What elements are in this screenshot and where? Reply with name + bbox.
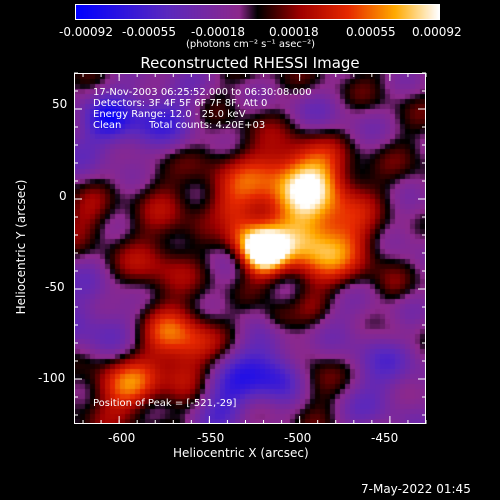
annotation-counts: Total counts: 4.20E+03 — [149, 120, 266, 131]
annotation-detectors: Detectors: 3F 4F 5F 6F 7F 8F, Att 0 — [93, 98, 268, 109]
annotation-peak: Position of Peak = [-521,-29] — [93, 398, 237, 409]
y-tick-label: -100 — [38, 371, 66, 385]
colorbar-tick-label: 0.00055 — [346, 25, 396, 39]
colorbar-unit-label: (photons cm⁻² s⁻¹ asec⁻²) — [186, 39, 316, 50]
y-axis-label: Heliocentric Y (arcsec) — [14, 179, 28, 315]
heatmap-image — [75, 74, 425, 423]
timestamp: 7-May-2022 01:45 — [361, 482, 471, 496]
colorbar-tick-label: -0.00092 — [59, 25, 113, 39]
x-axis-label: Heliocentric X (arcsec) — [173, 446, 309, 460]
y-tick-label: -50 — [45, 280, 65, 294]
x-tick-label: -450 — [371, 431, 399, 445]
colorbar-tick-label: -0.00018 — [191, 25, 245, 39]
colorbar — [75, 4, 440, 20]
annotation-energy: Energy Range: 12.0 - 25.0 keV — [93, 109, 246, 120]
x-tick-label: -600 — [108, 431, 136, 445]
annotation-time: 17-Nov-2003 06:25:52.000 to 06:30:08.000 — [93, 87, 312, 98]
x-tick-label: -550 — [197, 431, 225, 445]
heatmap-plot: 17-Nov-2003 06:25:52.000 to 06:30:08.000… — [74, 73, 426, 424]
y-tick-label: 0 — [59, 189, 67, 203]
colorbar-tick-label: 0.00092 — [412, 25, 462, 39]
x-tick-label: -500 — [284, 431, 312, 445]
annotation-method: Clean — [93, 120, 122, 131]
colorbar-tick-label: 0.00018 — [269, 25, 319, 39]
chart-title: Reconstructed RHESSI Image — [140, 54, 360, 72]
y-tick-label: 50 — [52, 97, 68, 111]
colorbar-tick-label: -0.00055 — [122, 25, 176, 39]
